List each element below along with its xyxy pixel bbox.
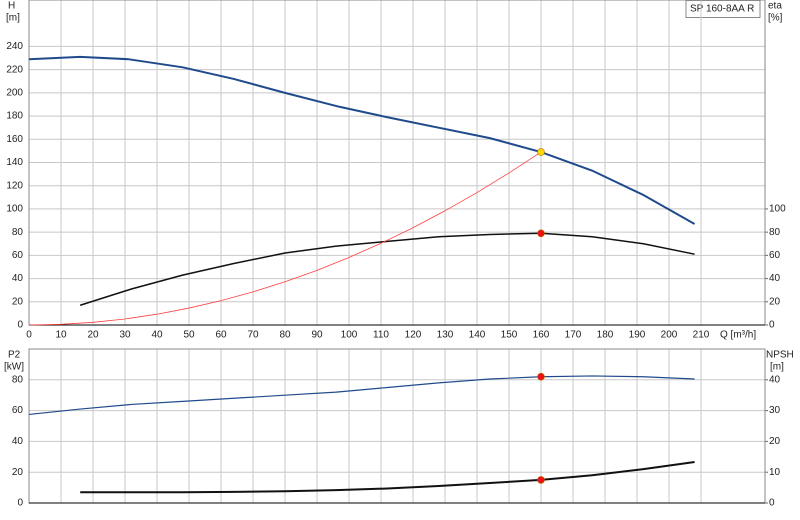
x-tick-label: 50 [183, 330, 195, 341]
y-tick-label: 80 [12, 374, 24, 385]
y-tick-label: 20 [12, 467, 24, 478]
x-tick-label: 190 [629, 330, 646, 341]
x-tick-label: 140 [469, 330, 486, 341]
curve [28, 55, 696, 225]
y-tick-label: 60 [12, 405, 24, 416]
y-tick-label: 220 [6, 64, 23, 75]
y2-tick-label: 30 [769, 405, 781, 416]
y-tick-label: 140 [6, 157, 23, 168]
y2-tick-label: 20 [769, 296, 781, 307]
x-tick-label: 70 [247, 330, 259, 341]
x-tick-label: 60 [215, 330, 227, 341]
x-tick-label: 210 [693, 330, 710, 341]
y-tick-label: 200 [6, 87, 23, 98]
y-tick-label: 100 [6, 204, 23, 215]
y-axis-unit: [m] [6, 13, 20, 24]
y2-tick-label: 0 [769, 498, 775, 509]
x-tick-label: 180 [597, 330, 614, 341]
x-tick-label: 100 [341, 330, 358, 341]
curve [79, 232, 695, 306]
x-tick-label: 200 [661, 330, 678, 341]
x-tick-label: 170 [565, 330, 582, 341]
x-tick-label: 20 [87, 330, 99, 341]
x-tick-label: 40 [151, 330, 163, 341]
y2-axis-unit: [m] [770, 362, 784, 373]
chart-title: SP 160-8AA R [690, 4, 754, 15]
y2-tick-label: 10 [769, 467, 781, 478]
x-tick-label: 90 [311, 330, 323, 341]
duty-point [537, 148, 545, 156]
duty-point [537, 476, 545, 484]
y2-tick-label: 80 [769, 227, 781, 238]
y2-axis-label: NPSH [766, 350, 794, 361]
y2-tick-label: 20 [769, 436, 781, 447]
x-tick-label: 10 [55, 330, 67, 341]
curve [28, 151, 542, 326]
curve [80, 461, 695, 494]
y2-tick-label: 40 [769, 273, 781, 284]
y2-tick-label: 100 [769, 204, 786, 215]
y-axis-label: H [8, 1, 15, 12]
x-tick-label: 30 [119, 330, 131, 341]
y-tick-label: 0 [17, 320, 23, 331]
y-tick-label: 240 [6, 41, 23, 52]
y-tick-label: 120 [6, 180, 23, 191]
x-tick-label: 80 [279, 330, 291, 341]
y2-tick-label: 40 [769, 374, 781, 385]
x-tick-label: 150 [501, 330, 518, 341]
y2-axis-unit: [%] [768, 13, 783, 24]
x-tick-label: 160 [533, 330, 550, 341]
x-tick-label: 130 [437, 330, 454, 341]
x-tick-label: 120 [405, 330, 422, 341]
y-tick-label: 20 [12, 296, 24, 307]
y-tick-label: 180 [6, 111, 23, 122]
y2-tick-label: 0 [769, 320, 775, 331]
y-tick-label: 0 [17, 498, 23, 509]
x-tick-label: 0 [26, 330, 32, 341]
y-tick-label: 80 [12, 227, 24, 238]
y2-axis-label: eta [768, 1, 782, 12]
y-axis-label: P2 [8, 350, 21, 361]
y-tick-label: 40 [12, 273, 24, 284]
y-tick-label: 40 [12, 436, 24, 447]
y-tick-label: 60 [12, 250, 24, 261]
x-tick-label: 110 [373, 330, 389, 341]
y-axis-unit: [kW] [4, 362, 24, 373]
curve [28, 375, 695, 416]
duty-point [537, 229, 545, 238]
duty-point [537, 372, 545, 381]
x-axis-label: Q [m³/h] [720, 330, 756, 341]
y-tick-label: 160 [6, 134, 23, 145]
y2-tick-label: 60 [769, 250, 781, 261]
